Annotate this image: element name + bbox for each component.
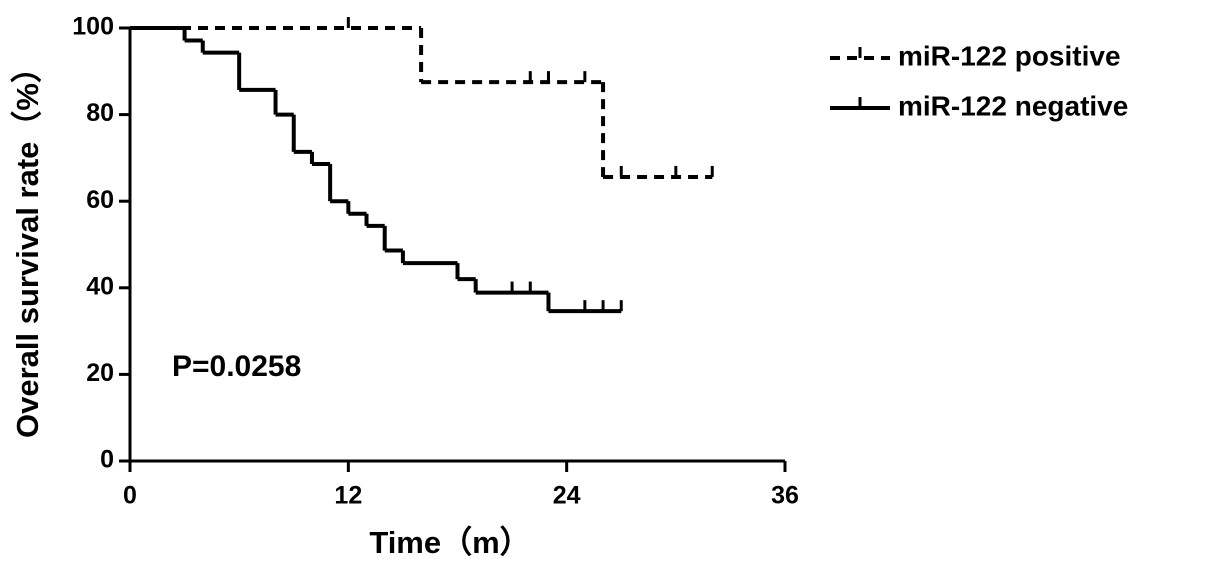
x-tick-label: 12 bbox=[334, 482, 362, 510]
x-tick-label: 36 bbox=[771, 482, 799, 510]
legend-label: miR-122 negative bbox=[898, 90, 1128, 121]
x-tick-label: 24 bbox=[553, 482, 581, 510]
annotation: P=0.0258 bbox=[172, 350, 301, 383]
x-tick-label: 0 bbox=[123, 482, 137, 510]
y-tick-label: 60 bbox=[86, 186, 114, 214]
y-axis-title: Overall survival rate（%） bbox=[10, 52, 45, 438]
y-tick-label: 40 bbox=[86, 272, 114, 300]
y-tick-label: 0 bbox=[100, 446, 114, 474]
y-tick-label: 100 bbox=[72, 13, 114, 41]
x-axis-title: Time（m） bbox=[369, 525, 530, 560]
y-tick-label: 80 bbox=[86, 99, 114, 127]
y-tick-label: 20 bbox=[86, 359, 114, 387]
legend-label: miR-122 positive bbox=[898, 40, 1121, 71]
